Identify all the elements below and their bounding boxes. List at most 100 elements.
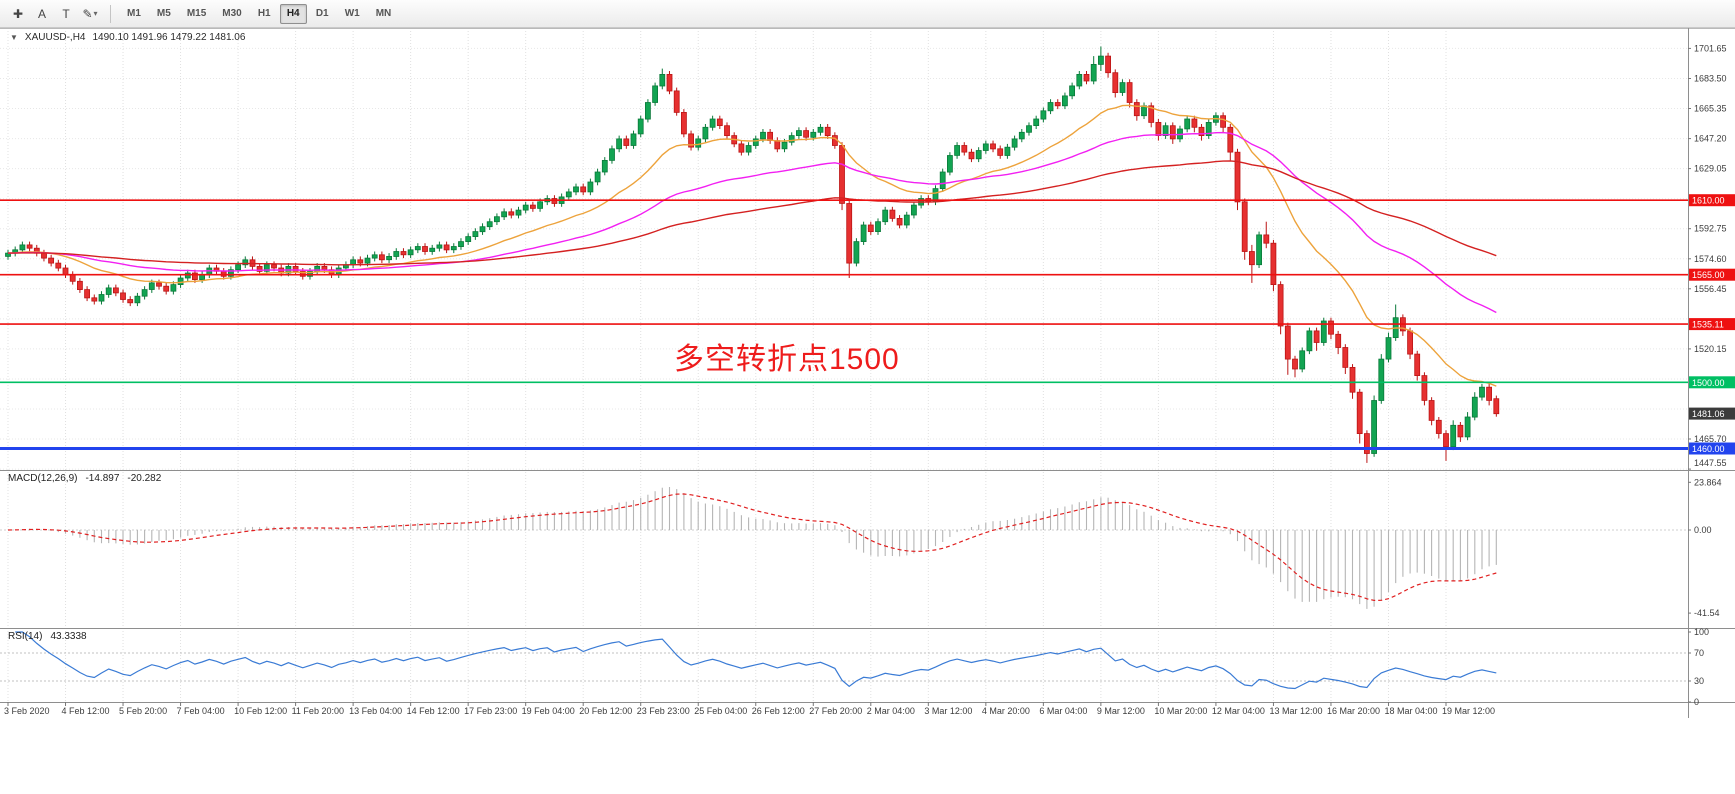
candle <box>422 243 428 255</box>
timeframe-h4-button[interactable]: H4 <box>279 3 307 24</box>
axis-label: 7 Feb 04:00 <box>177 706 225 716</box>
candle <box>530 201 536 212</box>
candle <box>1371 395 1377 457</box>
candle <box>472 228 479 240</box>
candle <box>716 115 723 129</box>
candle <box>501 208 508 220</box>
macd-signal-value: -20.282 <box>127 473 162 484</box>
candle <box>256 263 263 275</box>
axis-label: 23 Feb 23:00 <box>637 706 690 716</box>
candle <box>1364 430 1370 463</box>
axis-label: 1665.35 <box>1694 104 1727 114</box>
axis-label: 1574.60 <box>1694 254 1727 264</box>
timeframe-w1-button[interactable]: W1 <box>338 4 367 24</box>
candle <box>91 294 98 305</box>
macd-signal-line <box>7 493 1497 602</box>
candle <box>623 135 630 149</box>
candle <box>788 132 795 146</box>
candle <box>702 124 709 143</box>
tool-crosshair-button[interactable]: ✚ <box>6 3 30 25</box>
candle <box>1040 107 1047 123</box>
candle <box>479 223 486 235</box>
tool-text-button[interactable]: T <box>54 3 78 25</box>
candle <box>465 233 472 245</box>
candle <box>486 218 493 230</box>
candle <box>1256 231 1262 268</box>
chart-annotation-text[interactable]: 多空转折点1500 <box>674 343 900 376</box>
candle <box>1184 115 1191 133</box>
candle <box>120 289 126 303</box>
axis-label: 14 Feb 12:00 <box>407 706 460 716</box>
axis-label: 3 Feb 2020 <box>4 706 50 716</box>
macd-label-row: MACD(12,26,9) -14.897 -20.282 <box>8 473 161 484</box>
candle <box>645 99 651 123</box>
price-axis[interactable] <box>1689 28 1735 718</box>
axis-label: 1460.00 <box>1692 444 1725 454</box>
candle <box>1018 129 1025 143</box>
ma-line-55 <box>7 131 1497 314</box>
candle <box>1443 430 1449 461</box>
chevron-down-icon: ▾ <box>93 9 98 18</box>
candle <box>609 145 615 164</box>
timeframe-m1-button[interactable]: M1 <box>120 4 148 24</box>
timeframe-h1-button[interactable]: H1 <box>251 4 278 24</box>
candle <box>1069 82 1075 100</box>
candle <box>414 243 421 254</box>
axis-label: 1535.11 <box>1692 320 1724 330</box>
tools-group: ✚ A T ✎ ▾ <box>6 3 102 25</box>
candle <box>1098 46 1104 71</box>
axis-label: 13 Mar 12:00 <box>1269 706 1322 716</box>
candle <box>975 147 982 163</box>
axis-label: 19 Feb 04:00 <box>522 706 575 716</box>
time-axis[interactable] <box>0 703 1688 718</box>
candle <box>673 87 680 116</box>
timeframe-m30-button[interactable]: M30 <box>215 4 248 24</box>
axis-label: 17 Feb 23:00 <box>464 706 517 716</box>
vertical-gridlines <box>7 28 1447 702</box>
candle <box>803 127 809 141</box>
candle <box>1349 364 1356 399</box>
candle <box>1148 102 1155 128</box>
candle <box>1004 143 1011 159</box>
candle <box>1414 350 1421 381</box>
candle <box>903 211 910 229</box>
candle <box>1054 99 1061 110</box>
candle <box>1292 355 1298 378</box>
candle <box>824 124 831 139</box>
tool-draw-objects-button[interactable]: ✎ ▾ <box>78 3 102 25</box>
axis-label: 9 Mar 12:00 <box>1097 706 1145 716</box>
axis-label: 0.00 <box>1694 525 1712 535</box>
candle <box>1421 372 1428 406</box>
candle <box>19 241 26 254</box>
collapse-icon[interactable]: ▼ <box>10 33 18 42</box>
price-tag-1460.00: 1460.00 <box>1689 442 1735 455</box>
axis-label: 1465.70 <box>1694 434 1727 444</box>
axis-label: 70 <box>1694 648 1704 658</box>
candle <box>443 241 450 254</box>
axis-label: 16 Mar 20:00 <box>1327 706 1380 716</box>
candle <box>817 124 824 136</box>
candle <box>1083 71 1090 85</box>
timeframe-m5-button[interactable]: M5 <box>150 4 178 24</box>
candle <box>1270 239 1277 292</box>
axis-label: 12 Mar 04:00 <box>1212 706 1265 716</box>
candle <box>1198 124 1205 141</box>
tool-text-label-button[interactable]: A <box>30 3 54 25</box>
timeframe-m15-button[interactable]: M15 <box>180 4 213 24</box>
timeframe-d1-button[interactable]: D1 <box>309 4 336 24</box>
candle <box>1191 115 1198 133</box>
candle <box>1241 198 1248 260</box>
axis-label: 20 Feb 12:00 <box>579 706 632 716</box>
axis-label: 1556.45 <box>1694 284 1727 294</box>
candle <box>846 200 853 278</box>
candle <box>724 122 730 139</box>
axis-label: 1565.00 <box>1692 270 1725 280</box>
candle <box>141 286 148 300</box>
timeframe-mn-button[interactable]: MN <box>369 4 399 24</box>
candle <box>565 188 572 201</box>
candle <box>1227 124 1234 161</box>
candle <box>745 142 752 156</box>
candle <box>393 248 400 260</box>
candle <box>98 291 105 305</box>
